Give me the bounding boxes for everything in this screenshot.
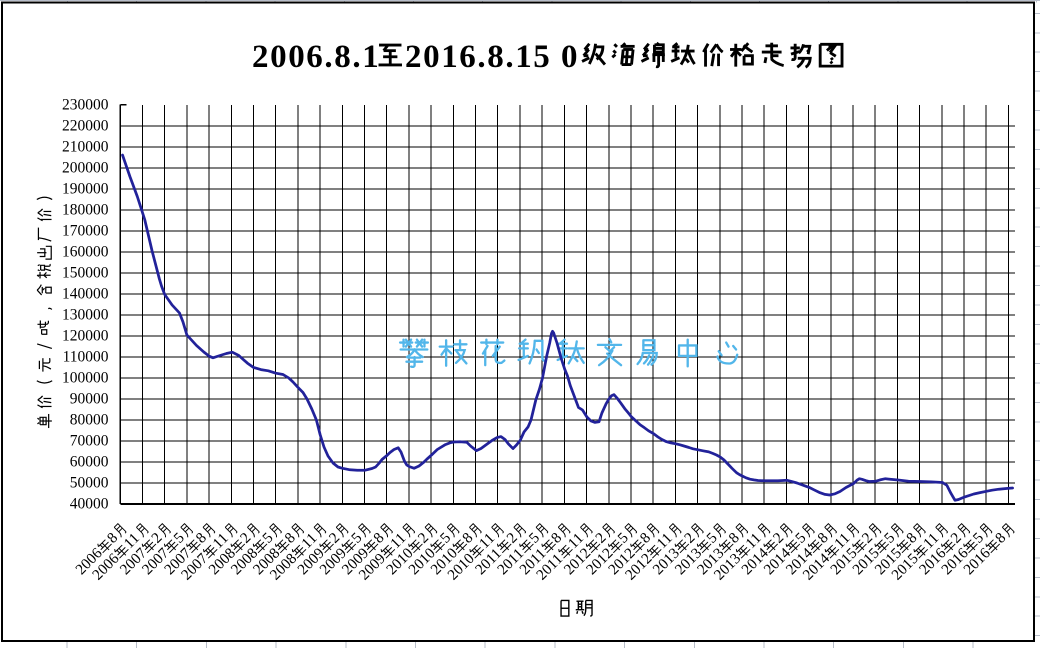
svg-text:130000: 130000 [62,307,109,324]
svg-text:2016.8.15: 2016.8.15 [405,39,551,75]
svg-text:100000: 100000 [62,370,109,387]
svg-text:140000: 140000 [62,285,109,302]
svg-text:170000: 170000 [62,222,109,239]
svg-text:120000: 120000 [62,328,109,345]
svg-text:110000: 110000 [63,349,109,366]
svg-text:0: 0 [561,39,578,75]
svg-text:50000: 50000 [70,475,109,492]
svg-text:40000: 40000 [70,496,109,513]
svg-text:2006.8.1: 2006.8.1 [252,39,380,75]
svg-text:230000: 230000 [62,96,109,113]
svg-text:90000: 90000 [70,391,109,408]
svg-text:160000: 160000 [62,243,109,260]
svg-text:60000: 60000 [70,454,109,471]
svg-text:220000: 220000 [62,117,109,134]
svg-text:70000: 70000 [70,433,109,450]
svg-text:200000: 200000 [62,159,109,176]
svg-text:180000: 180000 [62,201,109,218]
svg-text:80000: 80000 [70,412,109,429]
svg-text:210000: 210000 [62,138,109,155]
svg-text:190000: 190000 [62,180,109,197]
svg-text:150000: 150000 [62,264,109,281]
